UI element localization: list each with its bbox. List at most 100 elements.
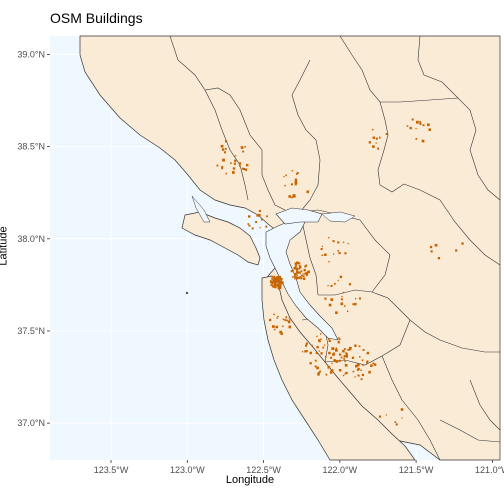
building-point: [354, 376, 356, 378]
building-point: [328, 261, 330, 263]
building-point: [303, 268, 306, 272]
building-point: [356, 368, 359, 371]
building-point: [421, 139, 425, 143]
building-point: [274, 279, 278, 282]
building-point: [332, 352, 335, 356]
building-point: [357, 363, 360, 366]
building-point: [266, 215, 268, 218]
building-point: [321, 245, 323, 247]
building-point: [273, 313, 275, 316]
building-point: [279, 281, 282, 284]
building-point: [355, 364, 358, 368]
building-point: [233, 162, 236, 165]
building-point: [298, 271, 301, 274]
building-point: [303, 277, 306, 280]
building-point: [358, 297, 361, 300]
building-point: [320, 333, 322, 335]
building-point: [338, 359, 341, 362]
building-point: [294, 277, 296, 280]
farallon-island: [185, 291, 189, 295]
building-point: [318, 339, 321, 342]
y-tick-label: 39.0°N: [17, 49, 45, 59]
bay-water: [191, 195, 356, 341]
building-point: [224, 151, 226, 154]
building-point: [291, 170, 294, 172]
building-point: [372, 136, 375, 139]
building-point: [280, 284, 282, 286]
building-point: [419, 122, 422, 125]
building-point: [285, 174, 287, 177]
building-point: [316, 366, 319, 370]
building-point: [327, 365, 331, 369]
building-point: [333, 347, 335, 350]
building-point: [238, 162, 242, 165]
building-point: [332, 240, 335, 243]
building-point: [279, 284, 282, 288]
building-point: [314, 359, 317, 362]
building-point: [330, 285, 333, 287]
building-point: [344, 348, 346, 350]
building-point: [258, 213, 261, 217]
building-point: [284, 319, 287, 322]
building-point: [344, 360, 346, 363]
building-point: [292, 194, 296, 197]
building-point: [269, 318, 272, 322]
building-point: [349, 346, 352, 350]
y-tick-label: 37.0°N: [17, 418, 45, 428]
y-tick-label: 38.5°N: [17, 142, 45, 152]
building-point: [340, 302, 344, 306]
building-point: [328, 237, 330, 239]
building-point: [294, 181, 298, 184]
building-point: [276, 317, 278, 319]
building-point: [293, 266, 297, 270]
building-point: [307, 270, 310, 274]
building-point: [373, 363, 377, 366]
building-point: [305, 342, 308, 345]
building-point: [300, 277, 303, 280]
building-point: [339, 275, 343, 279]
building-point: [335, 311, 338, 314]
building-point: [401, 417, 403, 419]
building-point: [344, 305, 346, 307]
building-point: [348, 283, 352, 286]
building-point: [277, 315, 279, 318]
x-axis-label: Longitude: [225, 474, 275, 486]
building-point: [419, 121, 422, 123]
building-point: [352, 303, 355, 306]
building-point: [251, 227, 254, 230]
building-point: [298, 262, 301, 264]
building-point: [335, 347, 338, 350]
building-point: [273, 280, 276, 284]
building-point: [300, 274, 303, 277]
building-point: [279, 278, 283, 281]
building-point: [320, 248, 323, 251]
building-point: [256, 214, 259, 217]
building-point: [354, 344, 357, 347]
building-point: [299, 276, 301, 278]
building-point: [322, 346, 325, 349]
building-point: [342, 241, 345, 243]
building-point: [429, 245, 433, 249]
building-point: [306, 274, 308, 277]
building-point: [295, 276, 298, 279]
building-point: [277, 279, 280, 282]
x-tick-label: 123.5°W: [94, 465, 129, 475]
building-point: [285, 316, 288, 319]
building-point: [316, 345, 319, 348]
building-point: [314, 365, 317, 368]
building-point: [296, 262, 299, 265]
building-point: [330, 369, 334, 372]
building-point: [271, 276, 274, 278]
building-point: [347, 348, 350, 351]
building-point: [345, 371, 348, 374]
building-point: [361, 359, 364, 362]
building-point: [225, 172, 227, 175]
building-point: [368, 141, 371, 144]
building-point: [337, 250, 340, 252]
building-point: [270, 280, 273, 284]
building-point: [295, 173, 298, 175]
building-point: [325, 373, 328, 376]
building-point: [378, 415, 382, 418]
building-point: [232, 167, 236, 170]
building-point: [400, 408, 404, 411]
